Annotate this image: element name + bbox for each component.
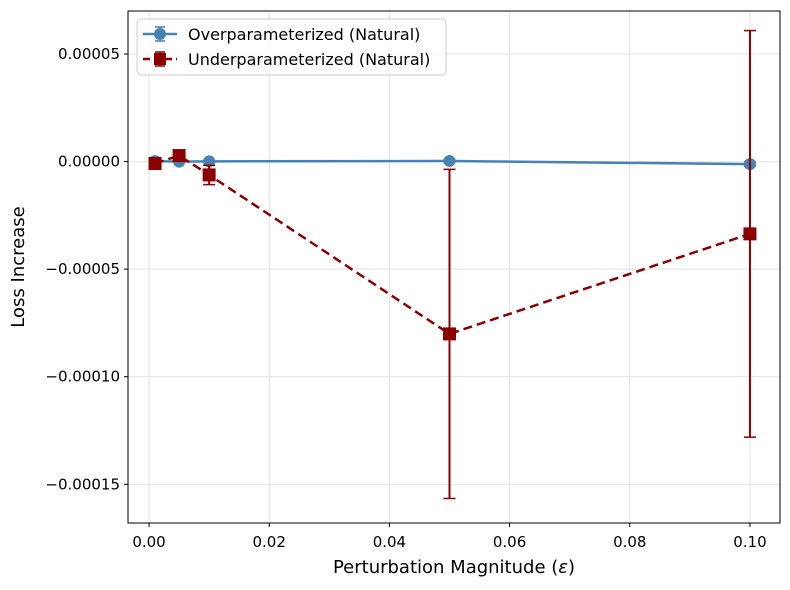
data-point (202, 168, 216, 182)
plot-frame (127, 10, 781, 524)
x-axis-label: Perturbation Magnitude (ε) (333, 557, 575, 578)
data-point (148, 157, 162, 171)
legend-box (136, 18, 447, 76)
plot-series (148, 29, 757, 500)
y-tick-label: −0.00010 (45, 368, 120, 386)
x-tick-label: 0.02 (253, 533, 286, 551)
series-underparameterized (148, 29, 757, 500)
legend-item: Underparameterized (Natural) (143, 50, 430, 69)
x-tick-label: 0.00 (132, 533, 165, 551)
y-tick-label: 0.00005 (58, 45, 120, 63)
y-axis-label: Loss Increase (8, 206, 29, 327)
data-point (203, 155, 216, 168)
x-tick-label: 0.06 (493, 533, 526, 551)
y-tick-label: −0.00005 (45, 260, 120, 278)
legend-marker (154, 53, 166, 65)
legend-label: Overparameterized (Natural) (188, 25, 420, 44)
axis-ticks: 0.00 0.02 0.04 0.06 0.08 0.10 0.00005 0.00000 −0… (45, 45, 766, 551)
legend-item: Overparameterized (Natural) (143, 25, 420, 44)
x-tick-label: 0.04 (373, 533, 406, 551)
y-tick-label: −0.00015 (45, 475, 120, 493)
x-tick-label: 0.08 (613, 533, 646, 551)
legend-label: Underparameterized (Natural) (188, 50, 430, 69)
data-point (443, 154, 456, 167)
x-tick-label: 0.10 (733, 533, 766, 551)
data-point (172, 149, 186, 163)
legend: Overparameterized (Natural) Underparamete… (136, 18, 447, 76)
y-tick-label: 0.00000 (58, 153, 120, 171)
data-point (743, 227, 757, 241)
legend-marker (154, 28, 166, 40)
data-point (442, 327, 456, 341)
